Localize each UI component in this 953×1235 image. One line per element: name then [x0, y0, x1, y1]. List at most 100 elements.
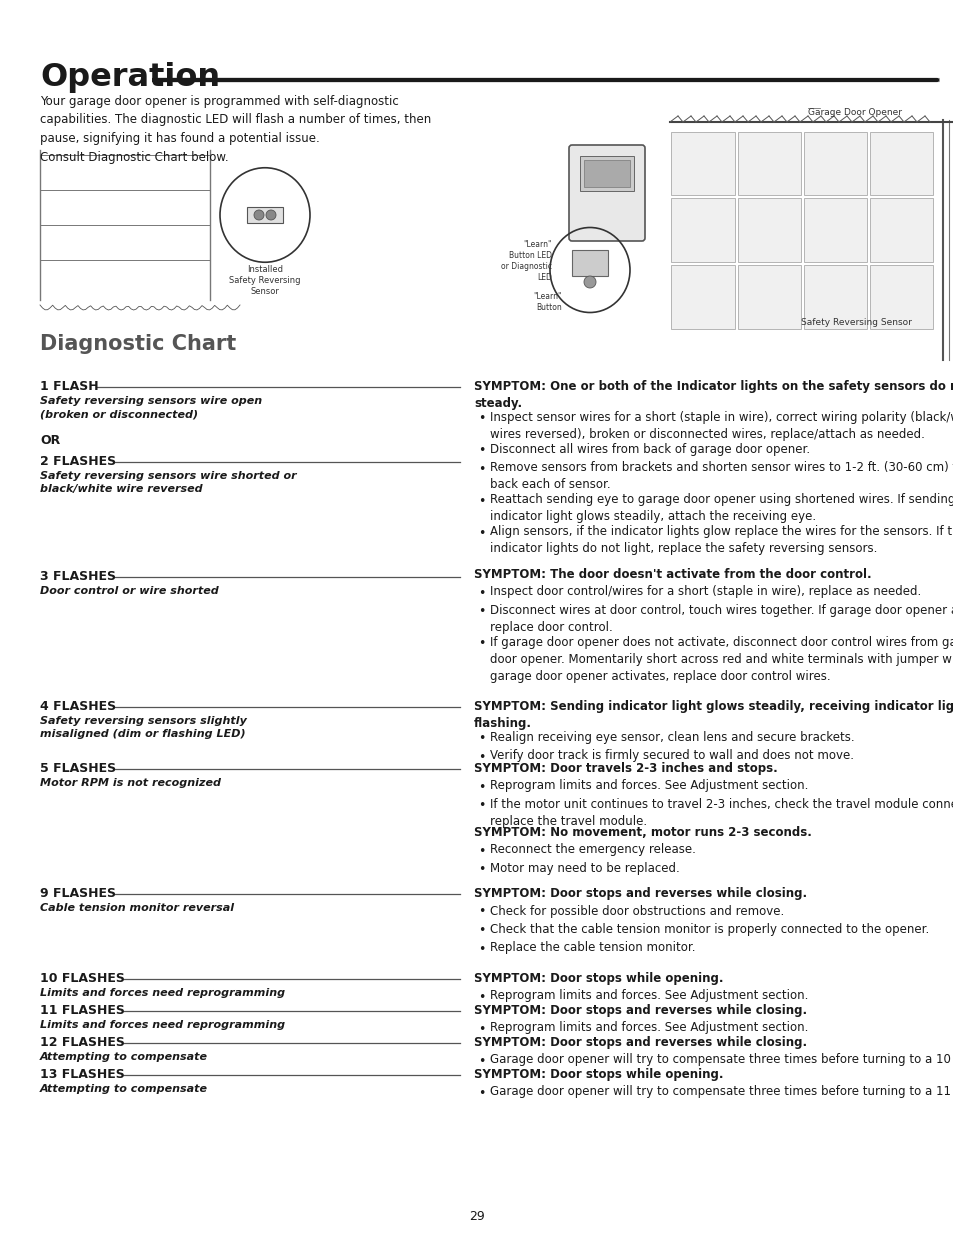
Bar — [583, 161, 629, 186]
Text: 4 FLASHES: 4 FLASHES — [40, 700, 116, 713]
Text: SYMPTOM: No movement, motor runs 2-3 seconds.: SYMPTOM: No movement, motor runs 2-3 sec… — [474, 826, 811, 839]
Text: Motor RPM is not recognized: Motor RPM is not recognized — [40, 778, 221, 788]
Text: Reconnect the emergency release.: Reconnect the emergency release. — [490, 844, 695, 857]
Text: 9 FLASHES: 9 FLASHES — [40, 887, 116, 900]
Text: Diagnostic Chart: Diagnostic Chart — [40, 333, 236, 354]
Text: •: • — [477, 587, 485, 599]
Text: SYMPTOM: Sending indicator light glows steadily, receiving indicator light is di: SYMPTOM: Sending indicator light glows s… — [474, 700, 953, 730]
Bar — [803, 198, 866, 262]
Text: If the motor unit continues to travel 2-3 inches, check the travel module connec: If the motor unit continues to travel 2-… — [490, 798, 953, 827]
Text: Reprogram limits and forces. See Adjustment section.: Reprogram limits and forces. See Adjustm… — [490, 1021, 807, 1035]
Text: 3 FLASHES: 3 FLASHES — [40, 571, 116, 583]
Text: SYMPTOM: Door stops and reverses while closing.: SYMPTOM: Door stops and reverses while c… — [474, 1036, 806, 1049]
Text: Installed
Safety Reversing
Sensor: Installed Safety Reversing Sensor — [229, 266, 300, 296]
Text: •: • — [477, 605, 485, 618]
Bar — [869, 264, 933, 329]
Bar — [737, 198, 801, 262]
Text: •: • — [477, 781, 485, 794]
Text: •: • — [477, 845, 485, 857]
Text: •: • — [477, 942, 485, 956]
Text: Attempting to compensate: Attempting to compensate — [40, 1052, 208, 1062]
Text: Remove sensors from brackets and shorten sensor wires to 1-2 ft. (30-60 cm) from: Remove sensors from brackets and shorten… — [490, 462, 953, 492]
Text: •: • — [477, 526, 485, 540]
Bar — [247, 207, 283, 224]
Bar — [671, 264, 734, 329]
Text: •: • — [477, 863, 485, 876]
Text: 2 FLASHES: 2 FLASHES — [40, 454, 116, 468]
Text: Cable tension monitor reversal: Cable tension monitor reversal — [40, 903, 233, 913]
Text: 13 FLASHES: 13 FLASHES — [40, 1068, 125, 1081]
Bar — [579, 156, 634, 191]
Text: Motor may need to be replaced.: Motor may need to be replaced. — [490, 862, 679, 876]
Text: •: • — [477, 445, 485, 457]
Text: Operation: Operation — [40, 62, 220, 93]
Text: Verify door track is firmly secured to wall and does not move.: Verify door track is firmly secured to w… — [490, 750, 853, 762]
Bar — [737, 131, 801, 195]
Text: Safety Reversing Sensor: Safety Reversing Sensor — [801, 317, 911, 327]
Text: SYMPTOM: Door travels 2-3 inches and stops.: SYMPTOM: Door travels 2-3 inches and sto… — [474, 762, 777, 776]
Text: Safety reversing sensors slightly
misaligned (dim or flashing LED): Safety reversing sensors slightly misali… — [40, 716, 247, 740]
Text: SYMPTOM: Door stops and reverses while closing.: SYMPTOM: Door stops and reverses while c… — [474, 1004, 806, 1016]
Bar — [671, 198, 734, 262]
Text: SYMPTOM: Door stops while opening.: SYMPTOM: Door stops while opening. — [474, 1068, 722, 1081]
Text: Reprogram limits and forces. See Adjustment section.: Reprogram limits and forces. See Adjustm… — [490, 989, 807, 1003]
Text: •: • — [477, 924, 485, 937]
Text: •: • — [477, 732, 485, 745]
Text: Limits and forces need reprogramming: Limits and forces need reprogramming — [40, 1020, 285, 1030]
Text: •: • — [477, 905, 485, 919]
Bar — [572, 249, 607, 275]
Bar — [803, 264, 866, 329]
Circle shape — [253, 210, 264, 220]
Text: Disconnect all wires from back of garage door opener.: Disconnect all wires from back of garage… — [490, 443, 809, 456]
Text: •: • — [477, 494, 485, 508]
Text: Safety reversing sensors wire shorted or
black/white wire reversed: Safety reversing sensors wire shorted or… — [40, 471, 296, 494]
Text: Inspect door control/wires for a short (staple in wire), replace as needed.: Inspect door control/wires for a short (… — [490, 585, 921, 599]
Text: SYMPTOM: Door stops while opening.: SYMPTOM: Door stops while opening. — [474, 972, 722, 986]
Circle shape — [266, 210, 275, 220]
Circle shape — [583, 275, 596, 288]
Text: Garage door opener will try to compensate three times before turning to a 10 Fla: Garage door opener will try to compensat… — [490, 1053, 953, 1067]
Text: •: • — [477, 751, 485, 763]
Text: Check for possible door obstructions and remove.: Check for possible door obstructions and… — [490, 904, 783, 918]
Text: 12 FLASHES: 12 FLASHES — [40, 1036, 125, 1049]
Text: Realign receiving eye sensor, clean lens and secure brackets.: Realign receiving eye sensor, clean lens… — [490, 731, 854, 743]
Text: 11 FLASHES: 11 FLASHES — [40, 1004, 125, 1016]
Text: SYMPTOM: Door stops and reverses while closing.: SYMPTOM: Door stops and reverses while c… — [474, 887, 806, 900]
Text: Reprogram limits and forces. See Adjustment section.: Reprogram limits and forces. See Adjustm… — [490, 779, 807, 793]
Text: OR: OR — [40, 433, 60, 447]
Text: If garage door opener does not activate, disconnect door control wires from gara: If garage door opener does not activate,… — [490, 636, 953, 683]
Text: Inspect sensor wires for a short (staple in wire), correct wiring polarity (blac: Inspect sensor wires for a short (staple… — [490, 411, 953, 441]
Text: •: • — [477, 462, 485, 475]
Text: Garage door opener will try to compensate three times before turning to a 11 Fla: Garage door opener will try to compensat… — [490, 1086, 953, 1098]
Text: 5 FLASHES: 5 FLASHES — [40, 762, 116, 776]
Bar — [869, 198, 933, 262]
Text: •: • — [477, 1055, 485, 1067]
Text: •: • — [477, 1087, 485, 1099]
Text: Replace the cable tension monitor.: Replace the cable tension monitor. — [490, 941, 695, 955]
Text: Door control or wire shorted: Door control or wire shorted — [40, 585, 218, 597]
Text: •: • — [477, 990, 485, 1004]
Text: SYMPTOM: One or both of the Indicator lights on the safety sensors do not glow
s: SYMPTOM: One or both of the Indicator li… — [474, 380, 953, 410]
Bar — [737, 264, 801, 329]
Text: Safety reversing sensors wire open
(broken or disconnected): Safety reversing sensors wire open (brok… — [40, 396, 262, 419]
Text: "Learn"
Button LED
or Diagnostic
LED: "Learn" Button LED or Diagnostic LED — [500, 240, 552, 283]
Text: 29: 29 — [469, 1210, 484, 1223]
Text: Attempting to compensate: Attempting to compensate — [40, 1084, 208, 1094]
Bar — [803, 131, 866, 195]
Text: Garage Door Opener: Garage Door Opener — [807, 107, 901, 117]
Text: SYMPTOM: The door doesn't activate from the door control.: SYMPTOM: The door doesn't activate from … — [474, 568, 871, 580]
Text: Align sensors, if the indicator lights glow replace the wires for the sensors. I: Align sensors, if the indicator lights g… — [490, 526, 953, 556]
Text: •: • — [477, 412, 485, 425]
Text: Your garage door opener is programmed with self-diagnostic
capabilities. The dia: Your garage door opener is programmed wi… — [40, 95, 431, 163]
FancyBboxPatch shape — [568, 144, 644, 241]
Text: •: • — [477, 799, 485, 811]
Bar — [869, 131, 933, 195]
Text: 1 FLASH: 1 FLASH — [40, 380, 98, 393]
Text: Check that the cable tension monitor is properly connected to the opener.: Check that the cable tension monitor is … — [490, 923, 928, 936]
Bar — [671, 131, 734, 195]
Text: Reattach sending eye to garage door opener using shortened wires. If sending eye: Reattach sending eye to garage door open… — [490, 494, 953, 524]
Text: "Learn"
Button: "Learn" Button — [533, 291, 561, 312]
Text: •: • — [477, 1023, 485, 1035]
Text: 10 FLASHES: 10 FLASHES — [40, 972, 125, 986]
Text: •: • — [477, 637, 485, 650]
